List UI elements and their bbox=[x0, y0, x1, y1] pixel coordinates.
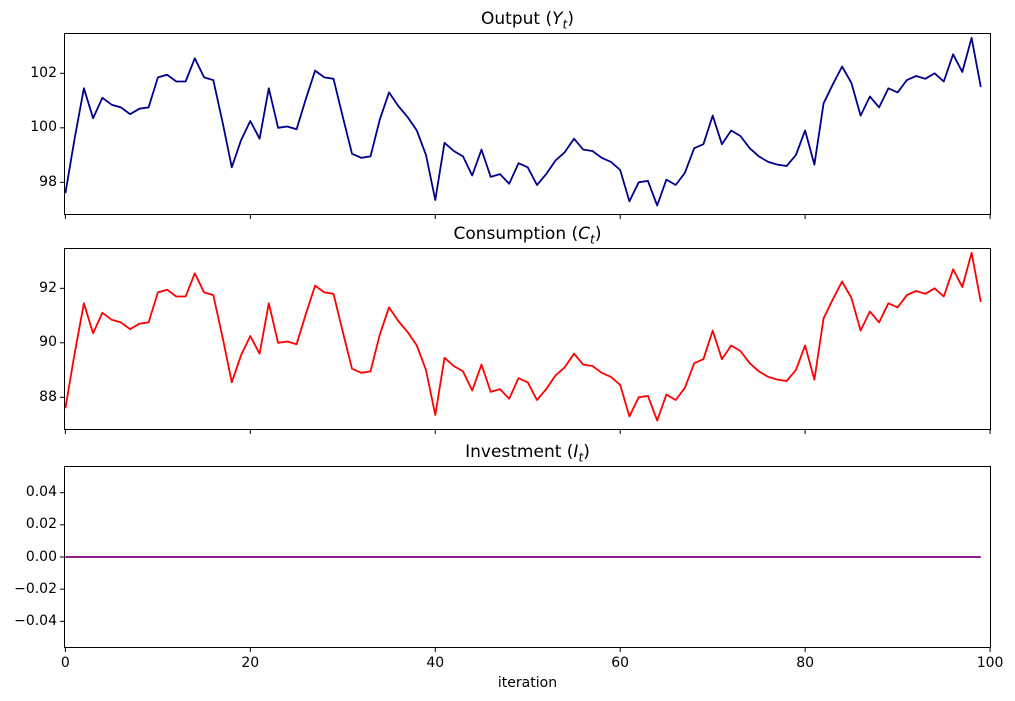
consumption-line-chart bbox=[60, 248, 991, 434]
y-tick-label: −0.02 bbox=[14, 580, 57, 597]
x-tick-label: 20 bbox=[241, 655, 260, 671]
output-title-text: Output ( bbox=[481, 9, 553, 29]
output-line-chart bbox=[60, 33, 991, 219]
investment-line-chart bbox=[60, 466, 991, 652]
axes-frame bbox=[64, 248, 991, 430]
consumption-title-sub: t bbox=[590, 232, 595, 247]
y-tick-label: −0.04 bbox=[14, 612, 57, 629]
output-subplot: Output (Yt) 98 100 102 bbox=[0, 9, 1015, 219]
y-tick-label: 0.00 bbox=[25, 548, 57, 565]
y-tick-label: 102 bbox=[30, 64, 57, 81]
consumption-title-text: Consumption ( bbox=[453, 224, 579, 244]
output-title-var: Y bbox=[552, 9, 563, 29]
output-title: Output (Yt) bbox=[64, 8, 991, 32]
x-tick-label: 60 bbox=[611, 655, 630, 671]
output-title-sub: t bbox=[562, 17, 568, 32]
consumption-title-close: ) bbox=[594, 224, 602, 244]
y-tick-label: 0.04 bbox=[25, 484, 57, 501]
consumption-title-var: C bbox=[578, 224, 591, 244]
investment-title-text: Investment ( bbox=[465, 442, 574, 462]
investment-title-sub: t bbox=[578, 450, 584, 465]
x-tick-label: 0 bbox=[60, 655, 70, 671]
x-tick-label: 100 bbox=[976, 655, 1004, 671]
consumption-title: Consumption (Ct) bbox=[64, 223, 991, 247]
axes-frame bbox=[64, 466, 991, 648]
y-tick-label: 88 bbox=[39, 388, 57, 405]
output-line bbox=[64, 37, 982, 207]
y-tick-label: 98 bbox=[39, 173, 57, 190]
investment-title-close: ) bbox=[583, 442, 590, 462]
y-tick-label: 0.02 bbox=[25, 516, 57, 533]
output-title-close: ) bbox=[567, 9, 574, 29]
investment-subplot: Investment (It) 0.04 0.02 0.00 −0.02 −0.04 0… bbox=[0, 442, 1015, 691]
x-axis-label: iteration bbox=[497, 675, 558, 691]
consumption-line bbox=[64, 252, 982, 422]
x-tick-label: 40 bbox=[426, 655, 445, 671]
y-tick-label: 90 bbox=[39, 334, 57, 351]
x-tick-label: 80 bbox=[796, 655, 815, 671]
y-tick-label: 92 bbox=[39, 279, 57, 296]
investment-title-var: I bbox=[573, 442, 579, 462]
y-tick-label: 100 bbox=[30, 119, 57, 136]
axes-frame bbox=[64, 33, 991, 215]
investment-title: Investment (It) bbox=[64, 441, 991, 465]
consumption-subplot: Consumption (Ct) 88 90 92 bbox=[0, 224, 1015, 434]
